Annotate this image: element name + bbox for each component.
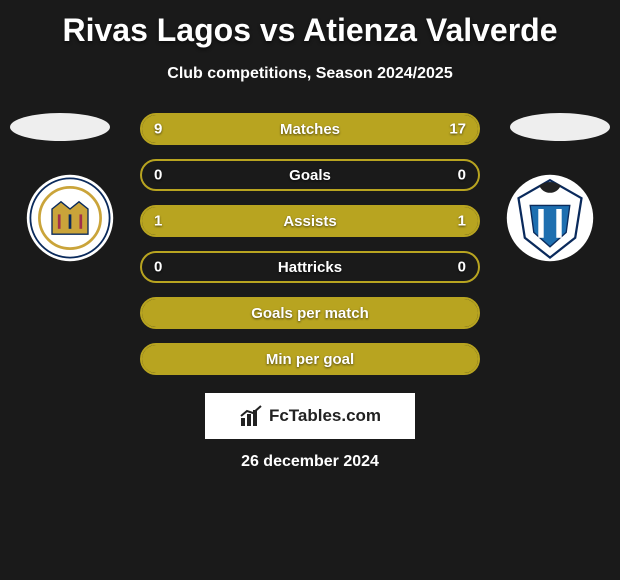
page-subtitle: Club competitions, Season 2024/2025 <box>0 65 620 83</box>
player-avatar-right <box>510 113 610 141</box>
crest-right-icon <box>505 173 595 263</box>
stat-value-right: 0 <box>458 167 466 184</box>
stat-label: Goals per match <box>251 305 369 322</box>
stat-rows: 9 17 Matches 0 0 Goals 1 1 Assists 0 0 Hattricks Goa… <box>140 113 480 375</box>
stat-row: 9 17 Matches <box>140 113 480 145</box>
stat-value-left: 1 <box>154 213 162 230</box>
stat-value-right: 1 <box>458 213 466 230</box>
stat-value-left: 0 <box>154 167 162 184</box>
club-crest-right <box>505 173 595 263</box>
player-avatar-left <box>10 113 110 141</box>
stat-row: 0 0 Goals <box>140 159 480 191</box>
stat-value-left: 9 <box>154 121 162 138</box>
stat-row: Goals per match <box>140 297 480 329</box>
stat-value-left: 0 <box>154 259 162 276</box>
date-text: 26 december 2024 <box>0 453 620 471</box>
stat-row: 1 1 Assists <box>140 205 480 237</box>
branding-text: FcTables.com <box>269 406 381 426</box>
stat-value-right: 0 <box>458 259 466 276</box>
stat-label: Hattricks <box>278 259 342 276</box>
stat-label: Matches <box>280 121 340 138</box>
stat-row: 0 0 Hattricks <box>140 251 480 283</box>
stat-label: Min per goal <box>266 351 354 368</box>
stat-label: Goals <box>289 167 331 184</box>
stats-container: 9 17 Matches 0 0 Goals 1 1 Assists 0 0 Hattricks Goa… <box>0 113 620 375</box>
branding-badge: FcTables.com <box>205 393 415 439</box>
club-crest-left <box>25 173 115 263</box>
stat-value-right: 17 <box>449 121 466 138</box>
stat-label: Assists <box>283 213 336 230</box>
page-title: Rivas Lagos vs Atienza Valverde <box>0 0 620 49</box>
crest-left-icon <box>25 173 115 263</box>
stat-row: Min per goal <box>140 343 480 375</box>
chart-icon <box>239 404 263 428</box>
